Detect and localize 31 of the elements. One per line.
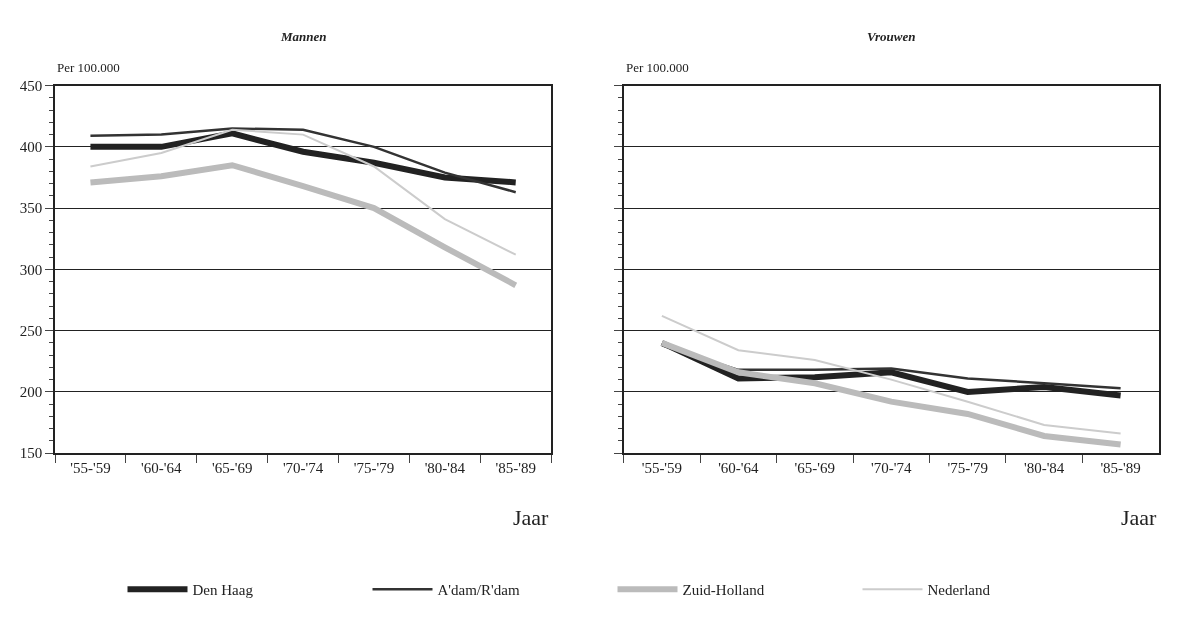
legend-label: Zuid-Holland [682,582,765,599]
x-tick-label: '85-'89 [1100,459,1141,476]
x-tick-label: '60-'64 [718,459,760,476]
y-axis-title: Per 100.000 [57,60,120,75]
x-tick-label: '55-'59 [70,459,111,476]
y-tick-label: 450 [19,77,43,94]
y-tick-label: 200 [19,384,43,401]
x-tick-label: '75-'79 [353,459,395,476]
x-tick-label: '85-'89 [495,459,536,476]
x-tick-label: '75-'79 [947,459,988,476]
y-tick-label: 400 [19,139,43,156]
y-tick-label: 150 [19,445,43,462]
x-tick-label: '55-'59 [641,459,683,476]
x-axis-title: Jaar [1121,505,1158,530]
x-tick-label: '80-'84 [424,459,466,476]
x-tick-label: '70-'74 [871,459,912,476]
x-tick-label: '80-'84 [1023,459,1065,476]
x-tick-label: '65-'69 [212,459,253,476]
y-tick-label: 350 [19,200,43,217]
legend-label: Nederland [927,582,991,599]
y-axis-title: Per 100.000 [626,60,689,75]
legend-label: Den Haag [192,582,254,599]
y-tick-label: 300 [19,261,43,278]
x-tick-label: '60-'64 [141,459,183,476]
chart-title: Mannen [280,29,327,44]
x-axis-title: Jaar [513,505,550,530]
y-tick-label: 250 [19,322,43,339]
x-tick-label: '70-'74 [282,459,324,476]
x-tick-label: '65-'69 [794,459,835,476]
legend-label: A'dam/R'dam [437,582,520,599]
chart-title: Vrouwen [867,29,916,44]
